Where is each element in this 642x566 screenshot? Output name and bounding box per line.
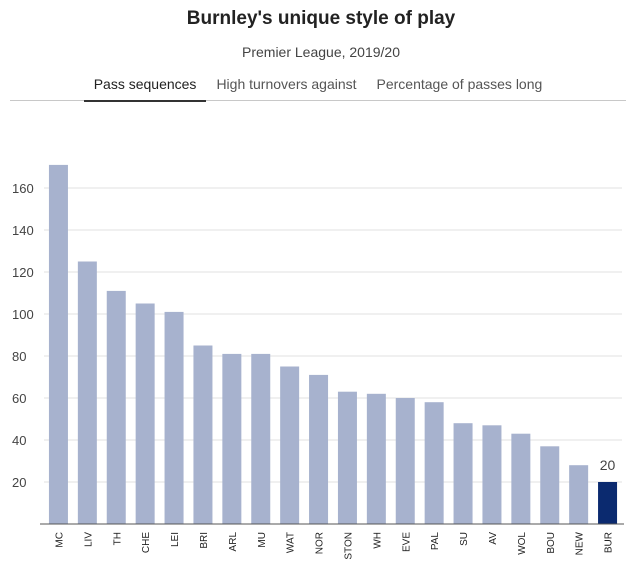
tab-bar: Pass sequences High turnovers against Pe… bbox=[10, 74, 626, 102]
x-tick-label: WH bbox=[372, 532, 383, 549]
bar-nor bbox=[309, 374, 329, 524]
x-tick-label: ARL bbox=[228, 532, 239, 552]
y-tick-label: 80 bbox=[12, 349, 26, 364]
x-tick-label: STON bbox=[343, 532, 354, 560]
x-tick-label: BRI bbox=[199, 532, 210, 549]
bar-arl bbox=[222, 353, 242, 524]
x-tick-label: WOL bbox=[517, 532, 528, 555]
x-tick-label: NOR bbox=[315, 532, 326, 554]
bar-bur bbox=[598, 482, 618, 524]
y-tick-label: 40 bbox=[12, 433, 26, 448]
bar-wat bbox=[280, 366, 300, 524]
y-tick-label: 60 bbox=[12, 391, 26, 406]
x-tick-label: MU bbox=[257, 532, 268, 548]
bar-eve bbox=[395, 398, 415, 524]
y-tick-label: 160 bbox=[12, 181, 34, 196]
bar-th bbox=[106, 290, 126, 524]
bar-liv bbox=[77, 261, 97, 524]
bar-lei bbox=[164, 311, 184, 524]
bar-mu bbox=[251, 353, 271, 524]
data-label: 20 bbox=[600, 457, 616, 473]
chart-title: Burnley's unique style of play bbox=[186, 8, 456, 29]
bar-mc bbox=[48, 164, 68, 524]
x-tick-label: CHE bbox=[141, 532, 152, 553]
bar-ston bbox=[337, 391, 357, 524]
bar-bou bbox=[540, 446, 560, 524]
bar-new bbox=[569, 465, 589, 524]
bar-wh bbox=[366, 393, 386, 524]
x-tick-label: AV bbox=[488, 532, 499, 545]
x-tick-label: BUR bbox=[604, 532, 615, 553]
x-tick-label: BOU bbox=[546, 532, 557, 554]
y-tick-label: 20 bbox=[12, 475, 26, 490]
y-tick-label: 140 bbox=[12, 223, 34, 238]
x-tick-label: TH bbox=[112, 532, 123, 545]
bar-su bbox=[453, 423, 473, 524]
y-tick-label: 100 bbox=[12, 307, 34, 322]
x-tick-label: PAL bbox=[430, 532, 441, 551]
bar-che bbox=[135, 303, 155, 524]
x-tick-label: WAT bbox=[286, 532, 297, 553]
x-tick-label: LIV bbox=[83, 532, 94, 547]
x-tick-label: NEW bbox=[575, 531, 586, 555]
x-tick-label: MC bbox=[54, 532, 65, 548]
y-tick-label: 120 bbox=[12, 265, 34, 280]
bar-av bbox=[482, 425, 502, 524]
bar-bri bbox=[193, 345, 213, 524]
bar-pal bbox=[424, 402, 444, 524]
x-tick-label: SU bbox=[459, 532, 470, 546]
chart-subtitle: Premier League, 2019/20 bbox=[242, 44, 400, 60]
tab-percentage-of-passes-long[interactable]: Percentage of passes long bbox=[376, 76, 543, 92]
tab-high-turnovers-against[interactable]: High turnovers against bbox=[216, 76, 357, 92]
x-tick-label: LEI bbox=[170, 532, 181, 547]
tab-pass-sequences[interactable]: Pass sequences bbox=[83, 74, 207, 102]
bar-wol bbox=[511, 433, 531, 524]
x-tick-label: EVE bbox=[401, 532, 412, 552]
